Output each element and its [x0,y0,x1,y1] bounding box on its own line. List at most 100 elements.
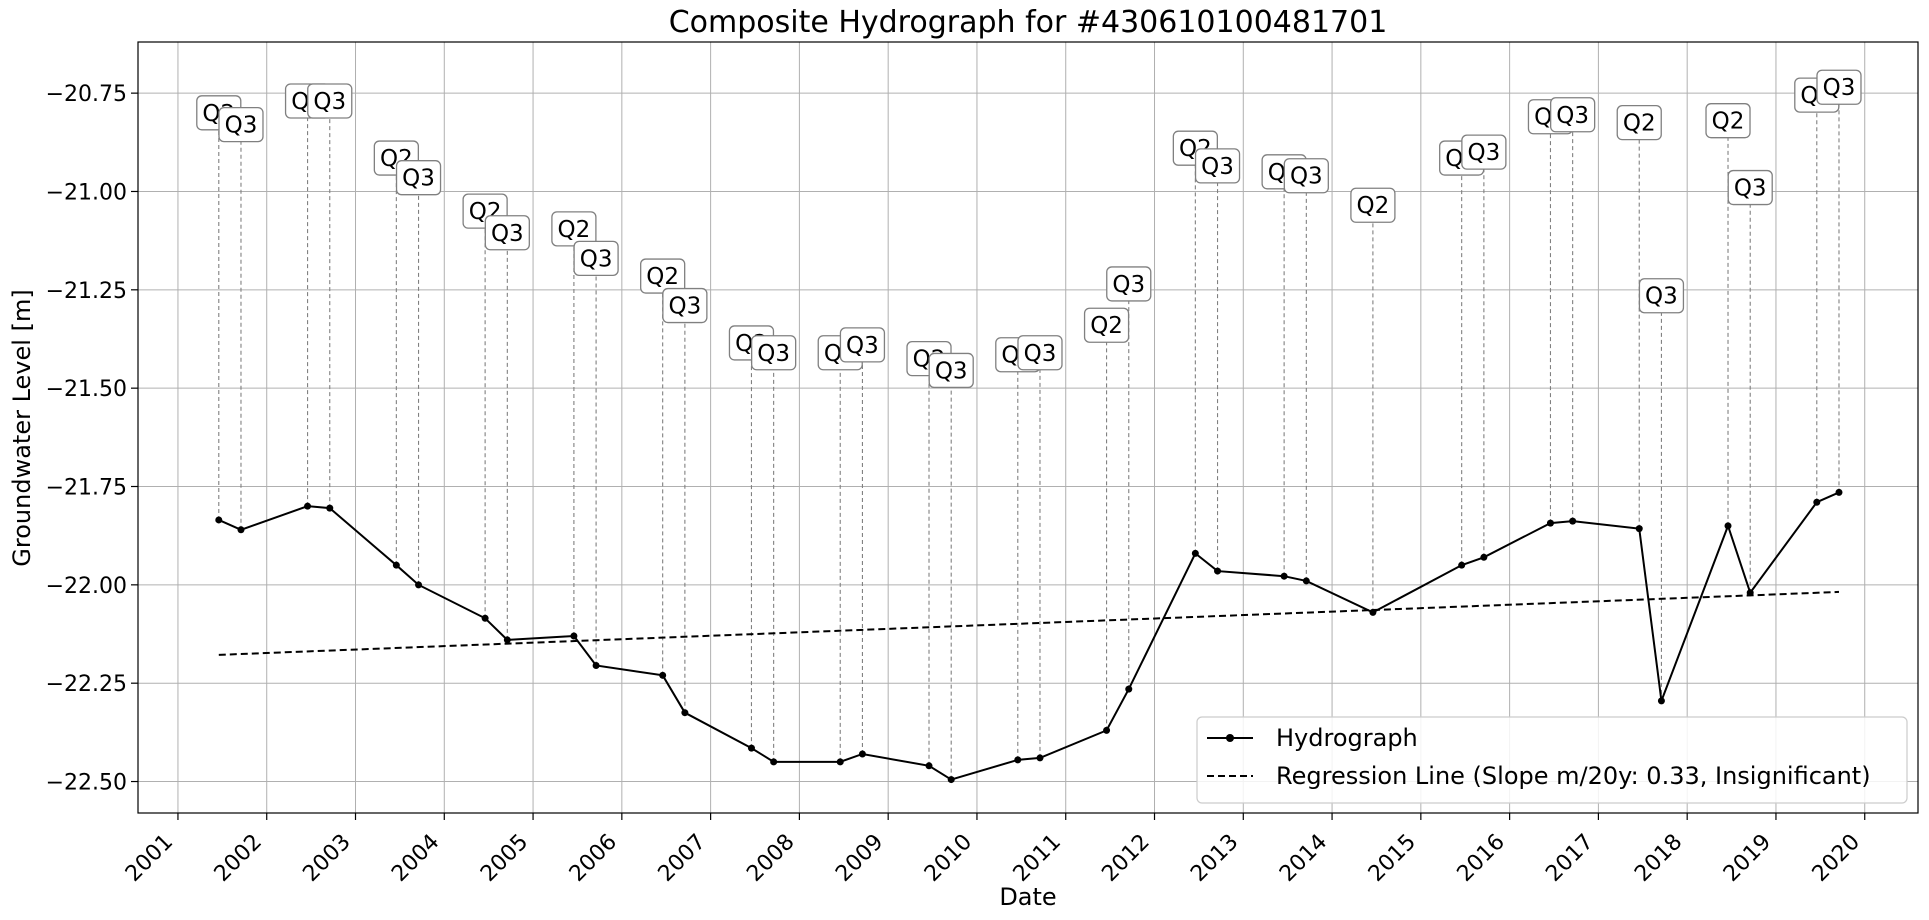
legend: Hydrograph Regression Line (Slope m/20y:… [1196,716,1908,804]
quarter-label-box [1727,169,1773,206]
quarter-label: Q3 [1468,140,1501,166]
quarter-label: Q2 [1357,193,1390,219]
hydrograph-point [770,758,778,766]
hydrograph-point [947,776,955,784]
quarter-label: Q3 [935,358,968,384]
hydrograph-point [215,516,223,524]
quarter-label: Q2 [558,217,591,243]
quarter-labels: Q2Q3Q2Q3Q2Q3Q2Q3Q2Q3Q2Q3Q2Q3Q2Q3Q2Q3Q2Q3… [196,69,1862,389]
quarter-label: Q2 [646,264,679,290]
y-tick-label: −22.50 [46,771,127,796]
quarter-label-box [662,287,708,324]
y-tick-label: −21.00 [46,180,127,205]
quarter-label: Q3 [1645,284,1678,310]
y-axis-title: Groundwater Level [m] [8,289,36,566]
y-tick-label: −21.50 [46,377,127,402]
hydrograph-point [1280,572,1288,580]
series [215,488,1843,784]
quarter-label-box [307,83,353,119]
quarter-label: Q3 [225,113,258,139]
legend-hydrograph-marker [1226,734,1234,742]
hydrograph-point [1014,756,1022,764]
quarter-label-box [1638,278,1685,314]
quarter-label-box [1194,148,1241,184]
y-tick-label: −22.00 [46,574,127,599]
y-tick-label: −20.75 [46,82,127,107]
quarter-label-box [484,215,530,251]
quarter-label-box [1083,307,1130,343]
hydrograph-point [1125,685,1133,693]
quarter-label-box [1705,103,1751,139]
hydrograph-point [1480,553,1488,561]
quarter-label-box [573,240,619,277]
quarter-label-box [1017,335,1063,371]
quarter-label-box [1106,266,1152,302]
x-axis-title: Date [999,883,1056,911]
quarter-label-box [928,352,974,389]
hydrograph-point [326,504,334,512]
quarter-label-box [1616,104,1662,141]
hydrograph-point [503,636,511,644]
legend-regression-label: Regression Line (Slope m/20y: 0.33, Insi… [1276,762,1871,790]
quarter-label: Q3 [1734,176,1767,202]
hydrograph-point [1746,589,1754,597]
hydrograph-point [1369,608,1377,616]
hydrograph-point [659,671,667,679]
quarter-label: Q3 [846,333,879,359]
quarter-label: Q3 [757,341,790,367]
hydrograph-point [1724,522,1732,530]
quarter-label: Q3 [580,246,613,272]
hydrograph-point [681,709,689,717]
hydrograph-point [1214,567,1222,575]
hydrograph-point [1302,577,1310,585]
hydrograph-point [858,750,866,758]
chart-title: Composite Hydrograph for #43061010048170… [669,5,1388,40]
hydrograph-point [1103,726,1111,734]
y-tick-label: −21.75 [46,476,127,501]
quarter-label-box [1461,134,1507,170]
quarter-label: Q2 [1623,111,1656,137]
hydrograph-point [1635,525,1643,533]
quarter-label-box [1816,69,1862,105]
quarter-label: Q3 [668,294,701,320]
quarter-label-box [839,327,886,363]
hydrograph-point [1191,549,1199,557]
quarter-label-box [218,106,264,143]
quarter-label: Q3 [402,166,435,192]
quarter-label: Q3 [1290,164,1323,190]
quarter-label: Q3 [1024,341,1057,367]
hydrograph-point [1813,498,1821,506]
grid [138,42,1918,813]
hydrograph-point [925,762,933,770]
quarter-label: Q3 [1201,154,1234,180]
quarter-label-box [1350,187,1396,223]
quarter-label: Q2 [1090,313,1123,339]
hydrograph-point [570,632,578,640]
quarter-label: Q3 [1556,103,1589,129]
hydrograph-point [1657,697,1665,705]
hydrograph-point [592,661,600,669]
hydrograph-point [237,526,245,534]
hydrograph-point [415,581,423,589]
quarter-label: Q3 [313,89,346,115]
quarter-label: Q3 [491,221,524,247]
hydrograph-point [1835,488,1843,496]
legend-hydrograph-label: Hydrograph [1276,724,1418,752]
hydrograph-point [1458,561,1466,569]
hydrograph-point [1546,519,1554,527]
quarter-label-box [1550,97,1596,133]
hydrograph-point [836,758,844,766]
y-tick-label: −22.25 [46,672,127,697]
regression-line [218,590,1840,656]
hydrograph-point [1036,754,1044,762]
hydrograph-point [481,614,489,622]
plot-frame [137,41,1919,814]
y-tick-label: −21.25 [46,279,127,304]
hydrograph-point [304,502,312,510]
y-axis-ticks: −22.50 −22.25 −22.00 −21.75 −21.50 −21.25 −21.… [46,82,138,796]
hydrograph-point [747,744,755,752]
legend-box [1196,716,1908,804]
hydrograph-point [1569,517,1577,525]
quarter-label-box [1283,158,1329,194]
